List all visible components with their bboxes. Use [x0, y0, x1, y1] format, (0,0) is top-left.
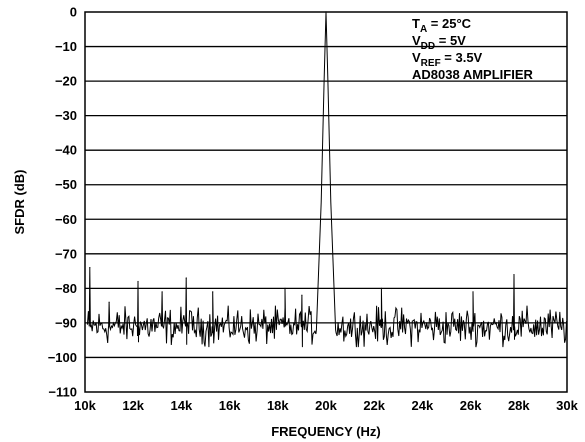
y-tick-labels: 0 −10 −20 −30 −40 −50 −60 −70 −80 −90 −100 −110	[48, 5, 77, 400]
x-tick-label: 24k	[412, 398, 434, 413]
x-tick-labels: 10k 12k 14k 16k 18k 20k 22k 24k 26k 28k 30k	[74, 398, 578, 413]
y-tick-label: −70	[55, 246, 77, 261]
y-tick-label: −80	[55, 281, 77, 296]
y-tick-label: −110	[48, 385, 77, 400]
spur-point	[89, 267, 91, 269]
spur-point	[513, 273, 515, 276]
y-tick-label: −30	[55, 108, 77, 123]
spectrum-series	[86, 11, 567, 348]
plot-frame	[84, 11, 568, 393]
y-tick-label: 0	[70, 5, 77, 20]
spur-point	[108, 301, 110, 303]
y-tick-label: −100	[48, 350, 77, 365]
spur-point	[284, 287, 286, 289]
x-tick-label: 12k	[122, 398, 144, 413]
x-tick-label: 18k	[267, 398, 289, 413]
x-tick-label: 14k	[171, 398, 193, 413]
spur-point	[185, 277, 187, 279]
spur-point	[212, 291, 214, 293]
spur-point	[380, 287, 383, 289]
x-tick-label: 20k	[315, 398, 337, 413]
x-tick-label: 22k	[363, 398, 385, 413]
annotation-line: TA = 25°C	[412, 16, 472, 35]
annotation-line: AD8038 AMPLIFIER	[412, 67, 533, 82]
gridlines	[85, 45, 567, 359]
x-axis-label: FREQUENCY (Hz)	[271, 424, 381, 439]
y-tick-label: −10	[55, 39, 77, 54]
spur-point	[161, 291, 163, 293]
y-tick-label: −20	[55, 74, 77, 89]
x-tick-label: 10k	[74, 398, 96, 413]
spur-point	[301, 294, 303, 296]
y-tick-label: −50	[55, 177, 77, 192]
annotation-line: VREF = 3.5V	[412, 50, 483, 69]
y-tick-label: −90	[55, 315, 77, 330]
x-tick-label: 30k	[556, 398, 578, 413]
spectrum-trace	[86, 11, 567, 348]
x-tick-label: 26k	[460, 398, 482, 413]
y-tick-label: −40	[55, 143, 77, 158]
x-tick-label: 16k	[219, 398, 241, 413]
y-axis-label: SFDR (dB)	[12, 170, 27, 235]
y-tick-label: −60	[55, 212, 77, 227]
spur-point	[137, 280, 139, 283]
x-tick-label: 28k	[508, 398, 530, 413]
annotation-line: VDD = 5V	[412, 33, 466, 52]
spur-point	[472, 291, 474, 293]
